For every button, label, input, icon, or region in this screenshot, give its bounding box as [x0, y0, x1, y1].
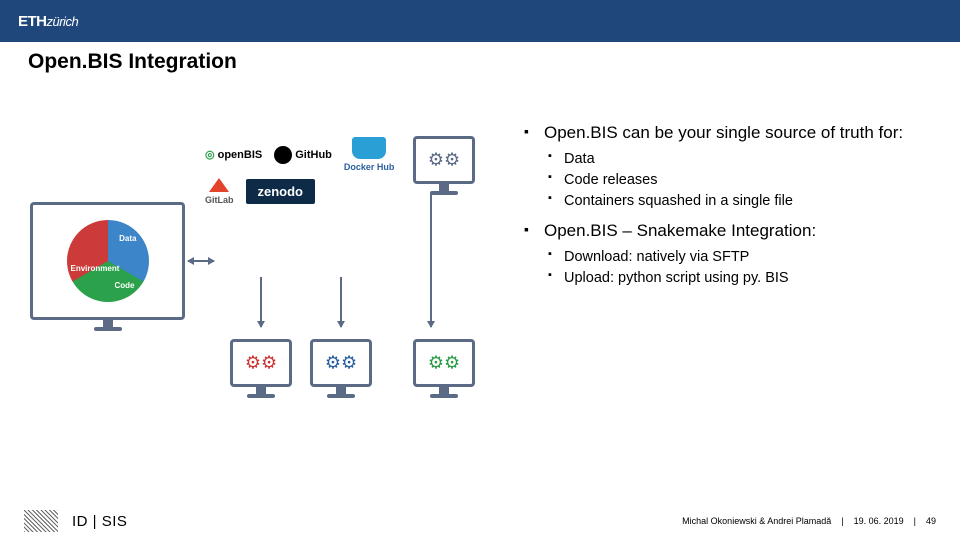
github-logo: GitHub	[274, 146, 332, 164]
pie-icon: Data Code Environment	[67, 220, 149, 302]
sub-bullet-list: Data Code releases Containers squashed i…	[544, 149, 935, 212]
sub-bullet-item: Code releases	[544, 170, 935, 191]
seal-icon	[24, 510, 58, 532]
diagram-panel: Data Code Environment ◎openBIS GitHub Do…	[0, 82, 520, 482]
logo-cloud: ◎openBIS GitHub Docker Hub GitLab zenodo	[205, 137, 440, 277]
text-panel: Open.BIS can be your single source of tr…	[520, 82, 960, 482]
integration-diagram: Data Code Environment ◎openBIS GitHub Do…	[30, 142, 490, 402]
footer-dept: ID | SIS	[72, 513, 127, 530]
small-monitor-icon: ⚙⚙	[230, 339, 292, 387]
gear-icon: ⚙⚙	[325, 353, 357, 374]
footer-sep: |	[914, 516, 916, 526]
institution-suffix: zürich	[47, 14, 79, 29]
arrow-down-icon	[430, 192, 432, 327]
bullet-item: Open.BIS can be your single source of tr…	[520, 122, 935, 212]
bullet-item: Open.BIS – Snakemake Integration: Downlo…	[520, 220, 935, 289]
arrow-icon	[188, 260, 214, 262]
dockerhub-logo: Docker Hub	[344, 137, 395, 172]
arrow-down-icon	[340, 277, 342, 327]
institution-logo: ETHzürich	[18, 13, 78, 30]
github-icon	[274, 146, 292, 164]
gear-icon: ⚙⚙	[245, 353, 277, 374]
header-band: ETHzürich	[0, 0, 960, 42]
gitlab-icon	[209, 178, 229, 192]
pie-label-code: Code	[115, 281, 135, 290]
openbis-logo: ◎openBIS	[205, 148, 262, 161]
docker-icon	[352, 137, 386, 159]
small-monitor-icon: ⚙⚙	[413, 339, 475, 387]
sub-bullet-item: Upload: python script using py. BIS	[544, 268, 935, 289]
pie-label-data: Data	[119, 234, 136, 243]
gitlab-logo: GitLab	[205, 178, 234, 205]
footer: ID | SIS Michal Okoniewski & Andrei Plam…	[0, 502, 960, 540]
content-area: Data Code Environment ◎openBIS GitHub Do…	[0, 82, 960, 482]
arrow-down-icon	[260, 277, 262, 327]
gear-icon: ⚙⚙	[428, 353, 460, 374]
gear-icon: ⚙⚙	[428, 150, 460, 171]
bullet-text: Open.BIS can be your single source of tr…	[544, 123, 903, 142]
page-title: Open.BIS Integration	[28, 50, 237, 74]
sub-bullet-item: Containers squashed in a single file	[544, 191, 935, 212]
sub-bullet-list: Download: natively via SFTP Upload: pyth…	[544, 247, 935, 289]
small-monitor-icon: ⚙⚙	[310, 339, 372, 387]
zenodo-logo: zenodo	[246, 179, 316, 204]
footer-sep: |	[841, 516, 843, 526]
footer-date: 19. 06. 2019	[854, 516, 904, 526]
main-monitor-icon: Data Code Environment	[30, 202, 185, 320]
footer-page: 49	[926, 516, 936, 526]
sub-bullet-item: Data	[544, 149, 935, 170]
title-band: Open.BIS Integration	[0, 42, 960, 82]
institution-bold: ETH	[18, 13, 47, 30]
bullet-text: Open.BIS – Snakemake Integration:	[544, 221, 816, 240]
bullet-list: Open.BIS can be your single source of tr…	[520, 122, 935, 289]
footer-authors: Michal Okoniewski & Andrei Plamadă	[682, 516, 831, 526]
small-monitor-icon: ⚙⚙	[413, 136, 475, 184]
pie-label-env: Environment	[71, 264, 120, 273]
sub-bullet-item: Download: natively via SFTP	[544, 247, 935, 268]
